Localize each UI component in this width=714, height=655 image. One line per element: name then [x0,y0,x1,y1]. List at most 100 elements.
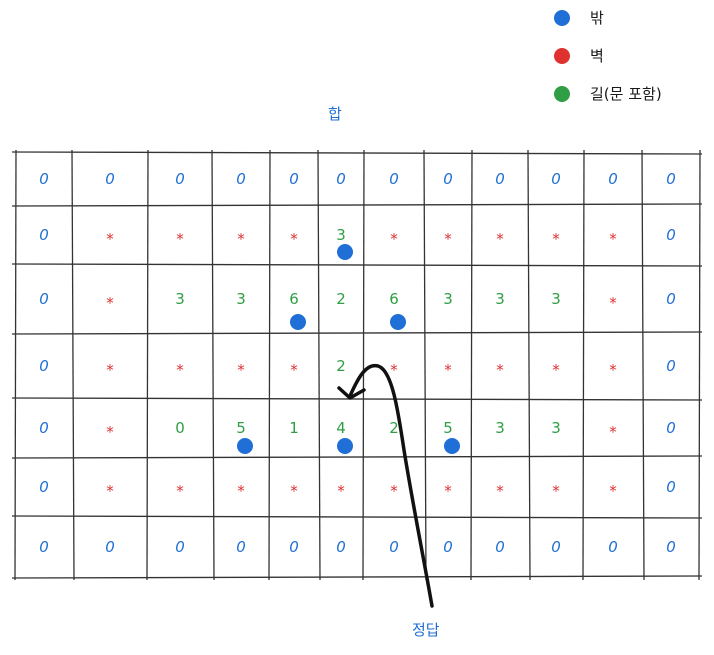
cell-wall: * [552,230,560,248]
cell-outside: 0 [389,538,399,556]
cell-wall: * [609,361,617,379]
cell-path: 3 [551,290,561,308]
grid-line-vertical [317,149,321,581]
cell-wall: * [237,361,245,379]
cell-outside: 0 [39,170,49,188]
cell-path: 3 [495,419,505,437]
cell-wall: * [176,482,184,500]
cell-outside: 0 [443,538,453,556]
grid-cells: 0 0 0 0 0 0 0 0 0 0 0 0 0 * * * * 3 * * * * * 0 0 * 3 3 6 2 6 3 3 3 * 0 0 * * *… [39,170,676,556]
legend-label: 밖 [590,9,604,27]
cell-outside: 0 [39,357,49,375]
cell-outside: 0 [495,170,505,188]
cell-outside: 0 [336,170,346,188]
cell-path: 6 [389,290,399,308]
answer-label: 정답 [412,621,440,639]
cell-path: 2 [389,419,399,437]
cell-wall: * [390,482,398,500]
grid-line-horizontal [11,151,703,155]
cell-wall: * [237,230,245,248]
cell-path: 3 [443,290,453,308]
cell-outside: 0 [236,170,246,188]
outside-marker-dot [390,314,406,330]
grid-line-vertical [146,149,149,581]
cell-path: 1 [289,419,299,437]
grid-line-vertical [582,149,585,581]
grid-line-vertical [423,149,427,581]
grid-line-horizontal [11,263,703,267]
cell-outside: 0 [336,538,346,556]
cell-wall: * [106,482,114,500]
grid-line-horizontal [11,575,703,579]
cell-outside: 0 [236,538,246,556]
cell-path: 2 [336,290,346,308]
cell-wall: * [444,230,452,248]
cell-outside: 0 [666,170,676,188]
cell-outside: 0 [495,538,505,556]
cell-wall: * [337,482,345,500]
answer-arrow-head [337,386,366,400]
grid-dots [237,244,460,454]
grid-line-vertical [641,149,645,581]
cell-path: 6 [289,290,299,308]
cell-wall: * [290,361,298,379]
cell-path: 3 [175,290,185,308]
grid-line-vertical [268,149,271,581]
cell-wall: * [552,482,560,500]
grid-line-vertical [211,149,215,581]
grid-line-horizontal [11,455,703,459]
cell-outside: 0 [666,419,676,437]
cell-outside: 0 [666,226,676,244]
cell-outside: 0 [289,170,299,188]
legend-item-path: 길(문 포함) [548,82,714,106]
cell-wall: * [390,230,398,248]
cell-wall: * [106,294,114,312]
cell-outside: 0 [608,538,618,556]
cell-wall: * [290,230,298,248]
cell-outside: 0 [289,538,299,556]
cell-outside: 0 [443,170,453,188]
cell-wall: * [106,361,114,379]
cell-path: 0 [175,419,185,437]
cell-outside: 0 [39,538,49,556]
green-dot-icon [554,86,570,102]
cell-wall: * [444,482,452,500]
cell-wall: * [496,361,504,379]
outside-marker-dot [444,438,460,454]
cell-outside: 0 [551,170,561,188]
cell-path: 3 [551,419,561,437]
grid-line-horizontal [11,203,703,207]
cell-outside: 0 [608,170,618,188]
grid-line-vertical [14,149,17,581]
cell-wall: * [176,230,184,248]
answer-arrow [337,363,434,608]
grid-line-horizontal [11,331,703,335]
cell-outside: 0 [666,357,676,375]
cell-wall: * [290,482,298,500]
grid-lines [11,149,703,581]
outside-marker-dot [337,244,353,260]
outside-marker-dot [290,314,306,330]
grid-line-vertical [362,149,365,581]
cell-path: 3 [495,290,505,308]
cell-wall: * [444,361,452,379]
outside-marker-dot [237,438,253,454]
grid-line-vertical [698,149,701,581]
cell-wall: * [390,361,398,379]
cell-wall: * [609,423,617,441]
red-dot-icon [554,48,570,64]
cell-outside: 0 [39,419,49,437]
grid-line-horizontal [11,397,703,401]
cell-path: 4 [336,419,346,437]
answer-arrow-path [348,363,434,608]
cell-outside: 0 [666,538,676,556]
cell-outside: 0 [175,170,185,188]
outside-marker-dot [337,438,353,454]
cell-outside: 0 [39,290,49,308]
grid-line-vertical [527,149,531,581]
legend-item-outside: 밖 [548,6,714,30]
legend-label: 길(문 포함) [590,85,662,103]
blue-dot-icon [554,10,570,26]
cell-wall: * [176,361,184,379]
